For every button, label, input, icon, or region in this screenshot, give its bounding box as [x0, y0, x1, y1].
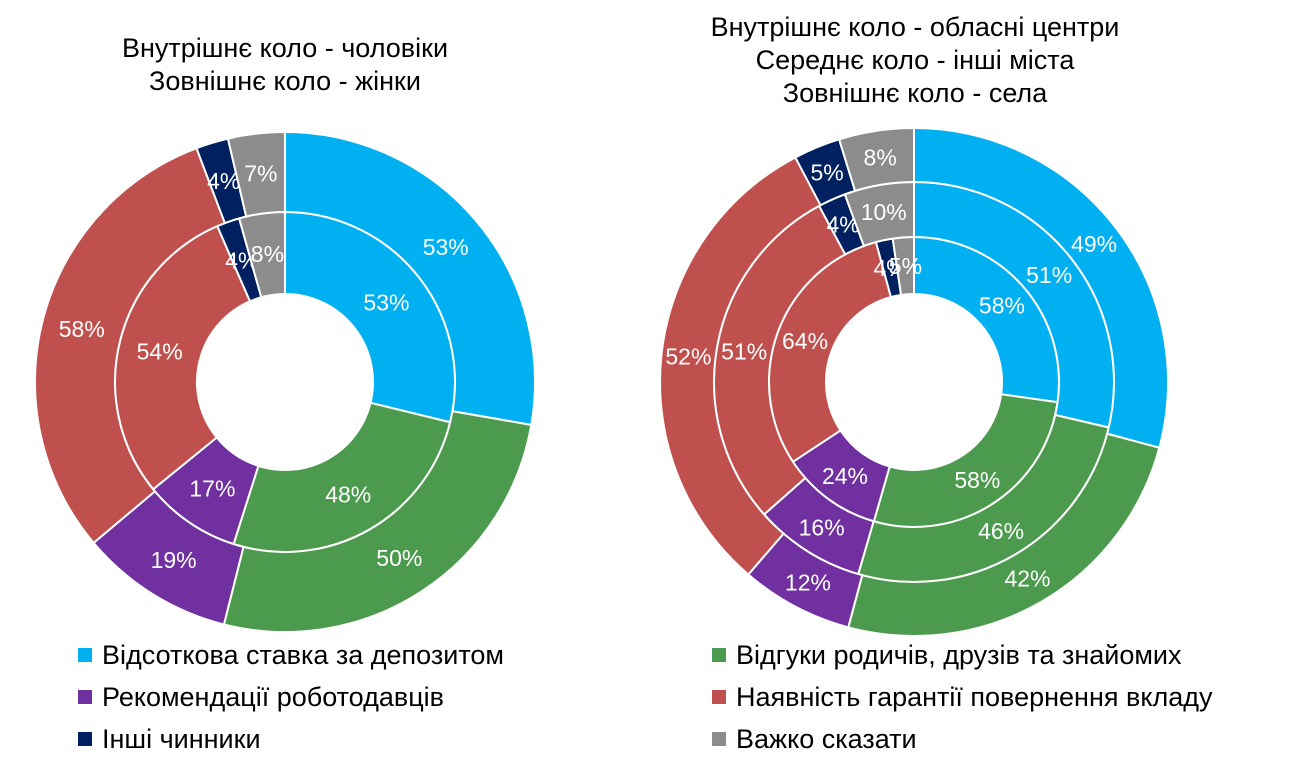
data-label-outer-reviews: 42%	[1004, 566, 1050, 592]
legend-item-deposit-rate: Відсоткова ставка за депозитом	[78, 640, 504, 670]
legend-swatch	[712, 690, 726, 704]
data-label-middle-guarantee: 51%	[721, 339, 767, 365]
data-label-outer-employers: 12%	[785, 570, 831, 596]
right-title-line-1: Внутрішнє коло - обласні центри	[710, 12, 1120, 42]
data-label-outer-deposit-rate: 53%	[423, 234, 469, 260]
left-title-line-1: Внутрішнє коло - чоловіки	[121, 33, 449, 63]
data-label-outer-other: 4%	[207, 168, 240, 194]
data-label-outer-hard-to-say: 8%	[864, 145, 897, 171]
legend-item-employers: Рекомендації роботодавців	[78, 682, 444, 712]
data-label-inner-employers: 24%	[822, 463, 868, 489]
data-label-middle-reviews: 46%	[978, 518, 1024, 544]
data-label-outer-deposit-rate: 49%	[1071, 231, 1117, 257]
data-label-outer-reviews: 50%	[376, 545, 422, 571]
data-label-middle-employers: 16%	[799, 515, 845, 541]
data-label-inner-deposit-rate: 58%	[979, 293, 1025, 319]
data-label-inner-reviews: 58%	[954, 467, 1000, 493]
legend-item-reviews: Відгуки родичів, друзів та знайомих	[712, 640, 1182, 670]
slice-outer-deposit-rate	[284, 130, 536, 427]
legend-swatch	[712, 648, 726, 662]
data-label-outer-other: 5%	[811, 159, 844, 185]
slice-outer-hard-to-say	[226, 130, 286, 218]
data-label-inner-deposit-rate: 53%	[363, 289, 409, 315]
data-label-outer-guarantee: 52%	[665, 344, 711, 370]
data-label-inner-employers: 17%	[189, 476, 235, 502]
legend-item-guarantee: Наявність гарантії повернення вкладу	[712, 682, 1212, 712]
legend-swatch	[78, 648, 92, 662]
data-label-inner-hard-to-say: 8%	[251, 241, 284, 267]
legend-swatch	[78, 690, 92, 704]
right-title-line-2: Середнє коло - інші міста	[755, 45, 1075, 75]
legend-label: Інші чинники	[102, 724, 261, 754]
legend-label: Відгуки родичів, друзів та знайомих	[736, 640, 1182, 670]
right-title-line-3: Зовнішнє коло - села	[782, 78, 1048, 108]
legend-label: Відсоткова ставка за депозитом	[102, 640, 504, 670]
data-label-inner-guarantee: 54%	[137, 338, 183, 364]
legend-label: Наявність гарантії повернення вкладу	[736, 682, 1213, 712]
data-label-inner-hard-to-say: 5%	[889, 253, 922, 279]
slice-outer-reviews	[222, 410, 533, 633]
legend-label: Рекомендації роботодавців	[102, 682, 445, 712]
data-label-inner-reviews: 48%	[325, 481, 371, 507]
data-label-inner-guarantee: 64%	[782, 328, 828, 354]
data-label-outer-hard-to-say: 7%	[244, 160, 277, 186]
data-label-middle-deposit-rate: 51%	[1026, 262, 1072, 288]
data-label-outer-guarantee: 58%	[59, 316, 105, 342]
left-title-line-2: Зовнішнє коло - жінки	[149, 66, 421, 96]
left-chart-title: Внутрішнє коло - чоловіки Зовнішнє коло …	[40, 32, 530, 98]
data-label-outer-employers: 19%	[151, 547, 197, 573]
legend-item-other: Інші чинники	[78, 724, 261, 754]
legend-swatch	[712, 732, 726, 746]
data-label-middle-hard-to-say: 10%	[861, 199, 907, 225]
legend-item-hard-to-say: Важко сказати	[712, 724, 917, 754]
gender-donut-chart: 53%48%17%54%4%8% 53%50%19%58%4% 7%	[34, 130, 536, 633]
right-chart-title: Внутрішнє коло - обласні центри Середнє …	[640, 11, 1190, 110]
slice-outer-guarantee	[34, 146, 227, 545]
legend-swatch	[78, 732, 92, 746]
settlement-donut-chart: 58%58%24%64%4%5% 51%46%16%51%4% 10%49%42%1…	[659, 126, 1169, 637]
slice-outer-hard-to-say	[837, 126, 915, 193]
legend-label: Важко сказати	[736, 724, 917, 754]
